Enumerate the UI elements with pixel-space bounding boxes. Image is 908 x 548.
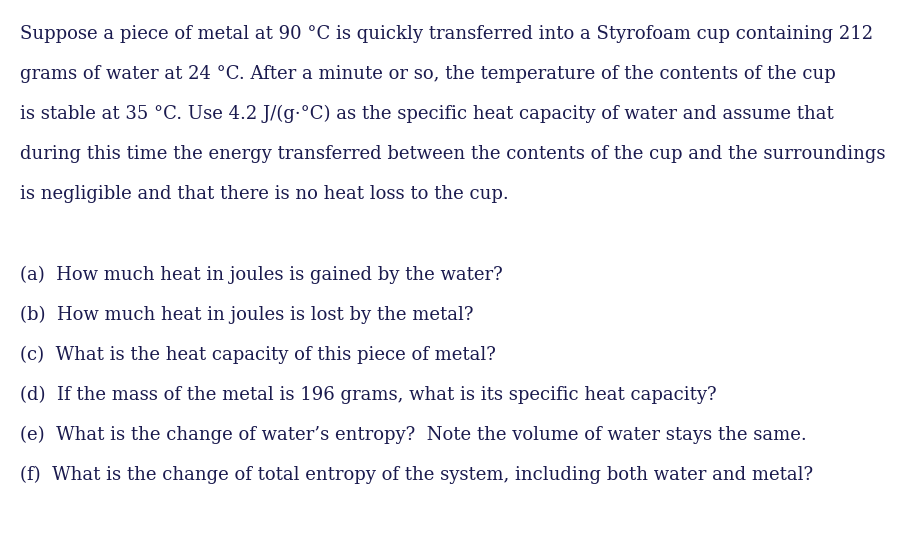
Text: during this time the energy transferred between the contents of the cup and the : during this time the energy transferred … <box>20 145 885 163</box>
Text: Suppose a piece of metal at 90 °C is quickly transferred into a Styrofoam cup co: Suppose a piece of metal at 90 °C is qui… <box>20 25 873 43</box>
Text: grams of water at 24 °C. After a minute or so, the temperature of the contents o: grams of water at 24 °C. After a minute … <box>20 65 835 83</box>
Text: (e)  What is the change of water’s entropy?  Note the volume of water stays the : (e) What is the change of water’s entrop… <box>20 426 806 444</box>
Text: (a)  How much heat in joules is gained by the water?: (a) How much heat in joules is gained by… <box>20 266 503 284</box>
Text: (f)  What is the change of total entropy of the system, including both water and: (f) What is the change of total entropy … <box>20 466 813 484</box>
Text: (d)  If the mass of the metal is 196 grams, what is its specific heat capacity?: (d) If the mass of the metal is 196 gram… <box>20 386 716 404</box>
Text: is stable at 35 °C. Use 4.2 J/(g·°C) as the specific heat capacity of water and : is stable at 35 °C. Use 4.2 J/(g·°C) as … <box>20 105 834 123</box>
Text: (b)  How much heat in joules is lost by the metal?: (b) How much heat in joules is lost by t… <box>20 306 473 324</box>
Text: (c)  What is the heat capacity of this piece of metal?: (c) What is the heat capacity of this pi… <box>20 346 496 364</box>
Text: is negligible and that there is no heat loss to the cup.: is negligible and that there is no heat … <box>20 185 508 203</box>
